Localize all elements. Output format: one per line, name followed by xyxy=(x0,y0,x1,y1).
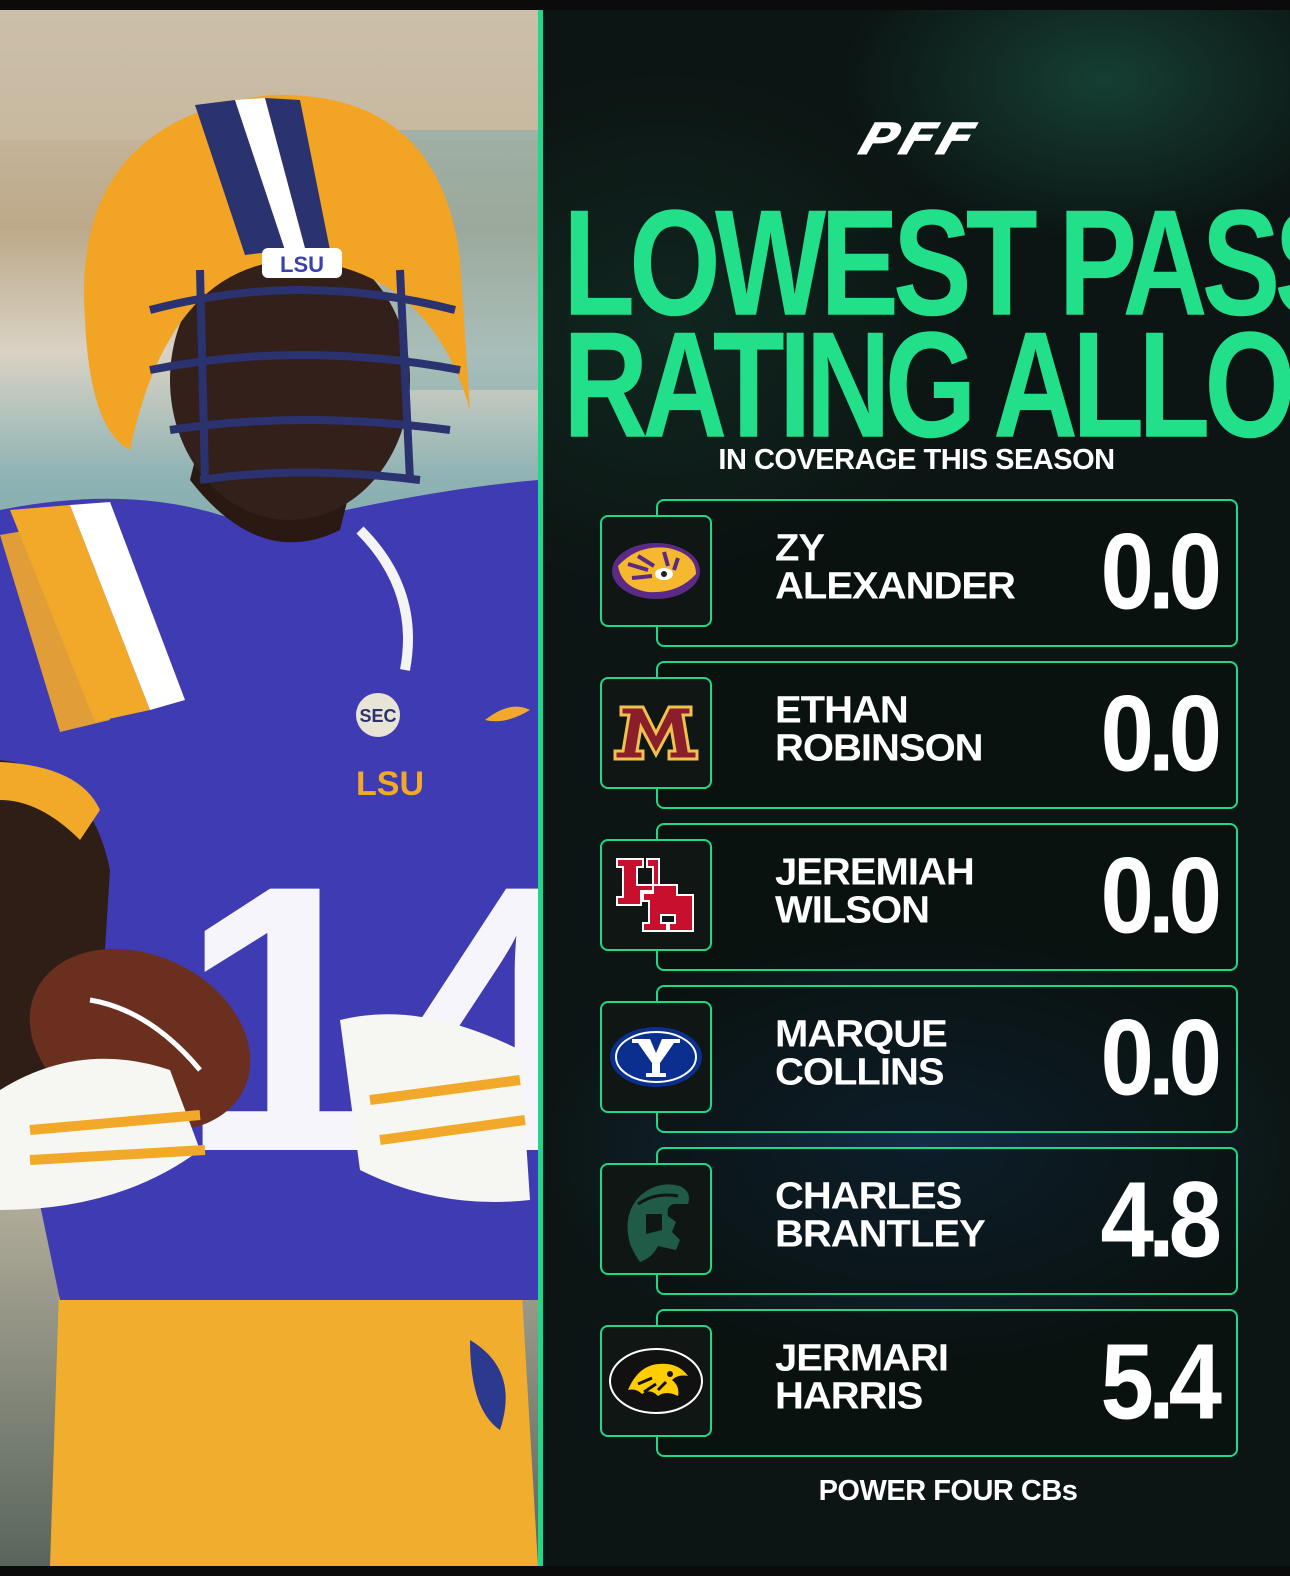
top-border xyxy=(0,0,1290,10)
player-name: ETHAN ROBINSON xyxy=(775,691,1045,767)
iowa-tigerhawk-icon xyxy=(609,1348,703,1414)
passer-rating: 0.0 xyxy=(1100,998,1222,1119)
minnesota-m-icon xyxy=(613,705,699,761)
player-last-name: BRANTLEY xyxy=(775,1213,986,1255)
player-row: MARQUE COLLINS 0.0 xyxy=(600,985,1238,1133)
row-card xyxy=(656,823,1238,971)
player-row: JEREMIAH WILSON 0.0 xyxy=(600,823,1238,971)
player-last-name: WILSON xyxy=(775,889,930,931)
player-name: JERMARI HARRIS xyxy=(775,1339,1045,1415)
helmet-logo-text: LSU xyxy=(280,252,324,277)
team-logo-box xyxy=(600,839,712,951)
player-photo: LSU SEC LSU 14 xyxy=(0,10,538,1566)
player-last-name: COLLINS xyxy=(775,1051,945,1093)
player-row: ZY ALEXANDER 0.0 xyxy=(600,499,1238,647)
byu-y-icon xyxy=(610,1027,702,1087)
sec-patch-text: SEC xyxy=(359,706,396,726)
michigan-state-spartan-icon xyxy=(627,1184,689,1262)
player-name: MARQUE COLLINS xyxy=(775,1015,1045,1091)
player-last-name: ALEXANDER xyxy=(775,565,1016,607)
player-last-name: HARRIS xyxy=(775,1375,923,1417)
subheadline: IN COVERAGE THIS SEASON xyxy=(718,444,1115,476)
headline-line-1: LOWEST PASSER xyxy=(563,179,1290,348)
headline-line-2: RATING ALLOWED xyxy=(563,301,1290,470)
bottom-border xyxy=(0,1566,1290,1576)
player-name: JEREMIAH WILSON xyxy=(775,853,1045,929)
passer-rating: 0.0 xyxy=(1100,512,1222,633)
player-illustration: LSU SEC LSU 14 xyxy=(0,10,538,1566)
player-first-name: MARQUE xyxy=(775,1013,948,1055)
player-row: ETHAN ROBINSON 0.0 xyxy=(600,661,1238,809)
player-first-name: ETHAN xyxy=(775,689,909,731)
passer-rating: 5.4 xyxy=(1100,1322,1222,1443)
player-last-name: ROBINSON xyxy=(775,727,984,769)
player-name: CHARLES BRANTLEY xyxy=(775,1177,1045,1253)
row-card xyxy=(656,1309,1238,1457)
player-first-name: CHARLES xyxy=(775,1175,962,1217)
player-row: JERMARI HARRIS 5.4 xyxy=(600,1309,1238,1457)
chest-logo-text: LSU xyxy=(356,765,424,803)
team-logo-box xyxy=(600,1163,712,1275)
team-logo-box xyxy=(600,677,712,789)
row-card xyxy=(656,1147,1238,1295)
row-card xyxy=(656,661,1238,809)
player-row: CHARLES BRANTLEY 4.8 xyxy=(600,1147,1238,1295)
team-logo-box xyxy=(600,515,712,627)
player-first-name: JERMARI xyxy=(775,1337,949,1379)
passer-rating: 4.8 xyxy=(1100,1160,1222,1281)
lsu-tiger-icon xyxy=(612,543,700,599)
team-logo-box xyxy=(600,1001,712,1113)
row-card xyxy=(656,985,1238,1133)
footer-note: POWER FOUR CBs xyxy=(818,1475,1078,1507)
passer-rating: 0.0 xyxy=(1100,674,1222,795)
stats-panel: PFF LOWEST PASSER RATING ALLOWED IN COVE… xyxy=(538,10,1290,1566)
houston-uh-icon xyxy=(616,858,694,932)
team-logo-box xyxy=(600,1325,712,1437)
passer-rating: 0.0 xyxy=(1100,836,1222,957)
player-first-name: JEREMIAH xyxy=(775,851,975,893)
player-name: ZY ALEXANDER xyxy=(775,529,1045,605)
player-first-name: ZY xyxy=(775,527,825,569)
pff-logo: PFF xyxy=(852,114,984,166)
